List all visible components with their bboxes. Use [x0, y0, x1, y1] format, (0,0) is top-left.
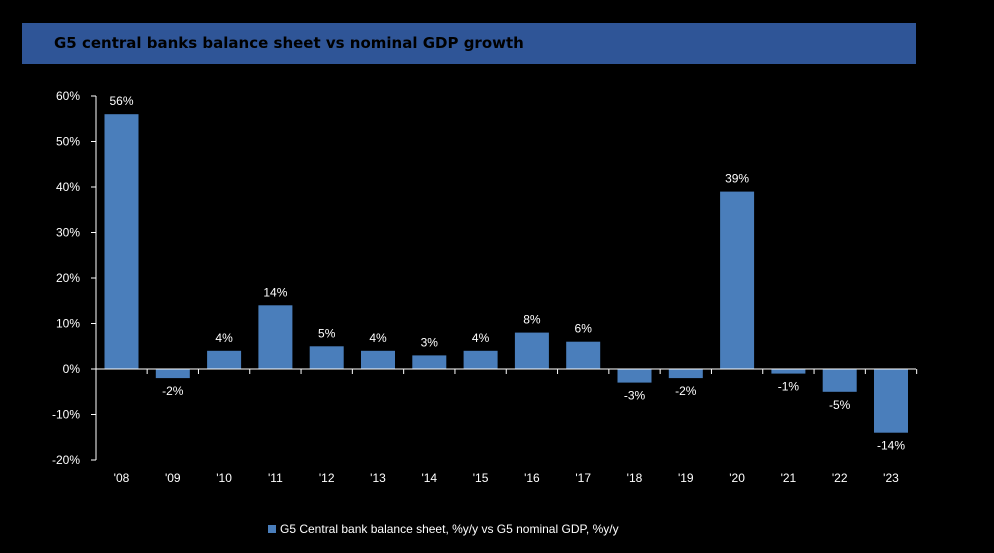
bar-18: [617, 369, 652, 383]
x-tick-label: '19: [678, 471, 694, 485]
x-tick-label: '11: [268, 471, 283, 485]
data-label: 5%: [318, 326, 336, 340]
x-tick-label: '15: [473, 471, 489, 485]
x-tick-label: '22: [832, 471, 848, 485]
x-tick-label: '14: [421, 471, 437, 485]
y-tick-label: -10%: [52, 408, 80, 422]
data-label: -5%: [829, 398, 851, 412]
bar-14: [412, 355, 447, 369]
bar-09: [155, 369, 190, 379]
y-tick-label: 30%: [56, 226, 80, 240]
legend-swatch: [268, 525, 276, 533]
bar-22: [822, 369, 857, 392]
data-label: 39%: [725, 172, 749, 186]
chart-title: G5 central banks balance sheet vs nomina…: [54, 34, 524, 52]
x-tick-label: '08: [114, 471, 130, 485]
legend: G5 Central bank balance sheet, %y/y vs G…: [268, 522, 619, 536]
data-label: -3%: [624, 389, 646, 403]
data-label: -1%: [778, 380, 800, 394]
bar-12: [309, 346, 344, 370]
data-label: -2%: [162, 384, 184, 398]
bar-23: [874, 369, 908, 433]
x-tick-label: '23: [883, 471, 899, 485]
x-tick-label: '10: [216, 471, 232, 485]
bar-13: [361, 350, 395, 369]
bar-15: [463, 350, 498, 369]
bar-19: [668, 369, 703, 379]
x-tick-label: '13: [370, 471, 386, 485]
x-tick-label: '16: [524, 471, 540, 485]
x-tick-label: '17: [575, 471, 591, 485]
y-tick-label: 0%: [63, 362, 81, 376]
data-label: 4%: [369, 331, 387, 345]
data-label: 3%: [421, 335, 439, 349]
x-tick-label: '20: [729, 471, 745, 485]
data-label: 4%: [215, 331, 233, 345]
chart-title-bar: G5 central banks balance sheet vs nomina…: [22, 23, 916, 64]
x-tick-label: '21: [781, 471, 797, 485]
data-label: 6%: [575, 322, 593, 336]
bar-20: [720, 191, 755, 369]
data-label: 8%: [523, 313, 541, 327]
y-tick-label: 60%: [56, 89, 80, 103]
legend-label: G5 Central bank balance sheet, %y/y vs G…: [280, 522, 619, 536]
bar-08: [104, 114, 139, 369]
bar-21: [771, 369, 806, 374]
data-label: -2%: [675, 384, 697, 398]
data-label: 14%: [263, 285, 287, 299]
bar-17: [566, 341, 601, 369]
bar-10: [207, 350, 242, 369]
data-label: -14%: [877, 439, 905, 453]
y-tick-label: -20%: [52, 453, 80, 467]
y-tick-label: 20%: [56, 271, 80, 285]
data-label: 4%: [472, 331, 490, 345]
y-tick-label: 50%: [56, 135, 80, 149]
data-label: 56%: [109, 94, 133, 108]
bar-16: [514, 332, 549, 369]
x-tick-label: '09: [165, 471, 181, 485]
x-tick-label: '18: [627, 471, 643, 485]
x-tick-label: '12: [319, 471, 335, 485]
bar-11: [258, 305, 293, 369]
y-tick-label: 40%: [56, 180, 80, 194]
y-tick-label: 10%: [56, 317, 80, 331]
